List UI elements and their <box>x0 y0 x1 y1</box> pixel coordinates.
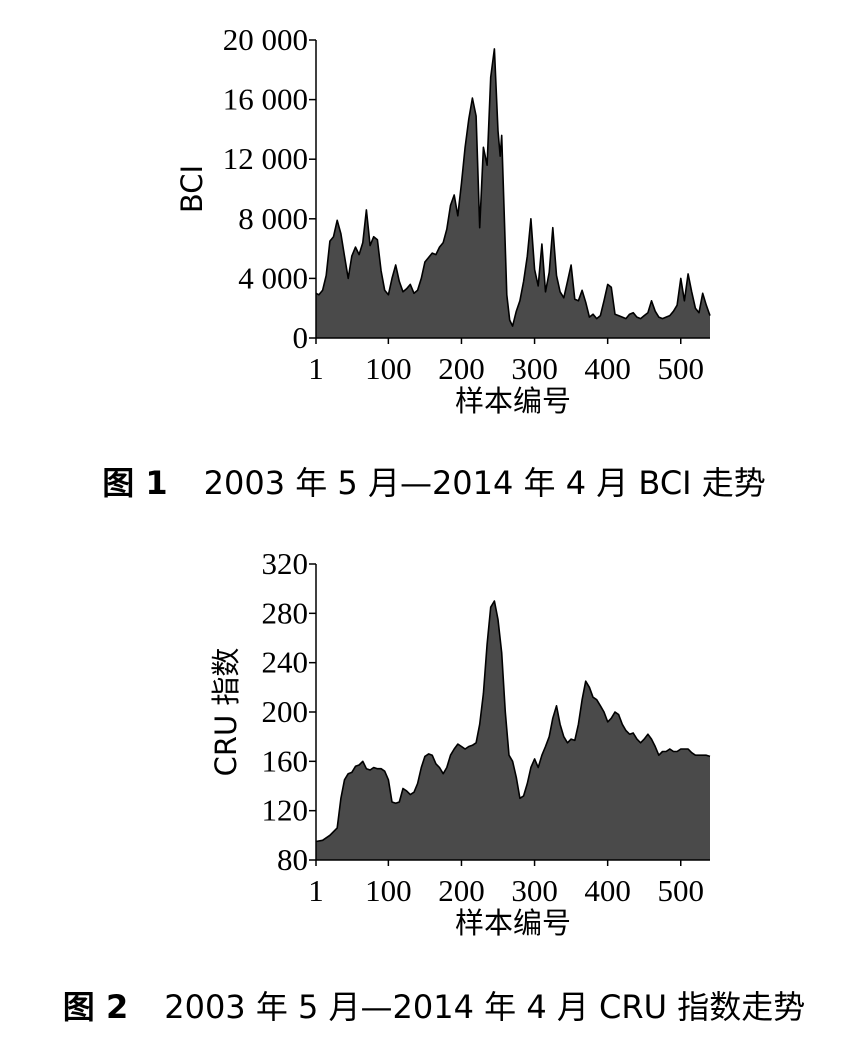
bci-x-tick-label: 1 <box>308 351 324 386</box>
cru-x-tick-label: 400 <box>584 873 631 908</box>
cru-x-tick-label: 1 <box>308 873 324 908</box>
bci-y-tick-label: 8 000 <box>238 201 308 236</box>
cru-series-area <box>316 601 710 860</box>
bci-y-tick-label: 20 000 <box>223 22 308 57</box>
bci-y-tick-label: 0 <box>293 320 309 355</box>
cru-series-line <box>315 600 711 843</box>
figure-2-caption: 图 2 2003 年 5 月—2014 年 4 月 CRU 指数走势 <box>0 982 868 1028</box>
cru-y-tick-label: 200 <box>262 694 309 729</box>
cru-x-axis-title: 样本编号 <box>455 906 571 940</box>
cru-x-tick-label: 300 <box>511 873 558 908</box>
figure-1-title: 2003 年 5 月—2014 年 4 月 BCI 走势 <box>203 464 766 502</box>
cru-y-tick-label: 120 <box>262 793 309 828</box>
bci-series-area <box>316 48 710 339</box>
bci-x-tick-label: 200 <box>438 351 485 386</box>
cru-chart: 80 120 160 200 240 280 320 1 100 200 300 400 500 样本编号… <box>209 546 711 940</box>
bci-x-tick-label: 400 <box>584 351 631 386</box>
bci-x-tick-label: 100 <box>365 351 412 386</box>
bci-y-axis-title: BCI <box>175 165 209 213</box>
cru-x-tick-label: 500 <box>658 873 705 908</box>
cru-y-tick-label: 80 <box>277 842 308 877</box>
bci-chart: 0 4 000 8 000 12 000 16 000 20 000 1 100 200 300 4… <box>175 22 711 418</box>
cru-y-tick-label: 160 <box>262 743 309 778</box>
cru-x-tick-label: 100 <box>365 873 412 908</box>
bci-x-tick-label: 500 <box>658 351 705 386</box>
cru-x-tick-label: 200 <box>438 873 485 908</box>
figure-2-title: 2003 年 5 月—2014 年 4 月 CRU 指数走势 <box>164 988 806 1026</box>
bci-x-axis-title: 样本编号 <box>455 384 571 418</box>
cru-y-tick-label: 320 <box>262 546 309 581</box>
cru-y-axis-title: CRU 指数 <box>209 648 243 777</box>
bci-y-tick-label: 4 000 <box>238 260 308 295</box>
figure-2-label: 图 2 <box>62 988 129 1026</box>
bci-y-tick-label: 12 000 <box>223 141 308 176</box>
cru-y-tick-label: 280 <box>262 595 309 630</box>
figure-1-caption: 图 1 2003 年 5 月—2014 年 4 月 BCI 走势 <box>0 458 868 504</box>
bci-x-tick-label: 300 <box>511 351 558 386</box>
bci-y-tick-label: 16 000 <box>223 82 308 117</box>
cru-y-tick-label: 240 <box>262 645 309 680</box>
figure-1-label: 图 1 <box>102 464 168 502</box>
bci-series-line <box>315 48 711 327</box>
